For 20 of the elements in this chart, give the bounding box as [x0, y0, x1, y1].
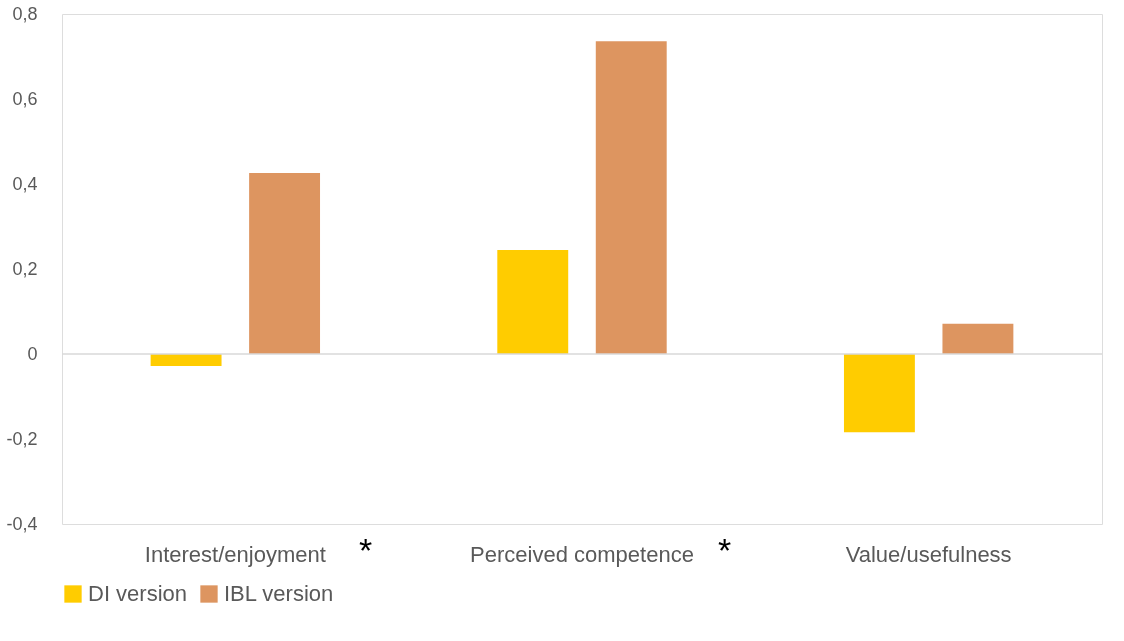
legend-label: IBL version — [224, 581, 334, 606]
x-tick-label: Perceived competence — [470, 541, 694, 567]
bar — [150, 354, 222, 366]
bar — [249, 172, 321, 354]
text: * — [718, 531, 732, 569]
bar — [595, 41, 667, 354]
legend-label: DI version — [88, 581, 188, 606]
bar — [843, 354, 915, 433]
text: * — [358, 531, 373, 569]
y-tick-label: 0 — [27, 343, 38, 364]
y-tick-label: -0,4 — [6, 513, 38, 534]
bar — [497, 249, 569, 354]
x-tick-label: Value/usefulness — [845, 541, 1012, 567]
y-tick-label: 0,2 — [12, 258, 38, 279]
x-tick-label: Interest/enjoyment — [144, 541, 326, 567]
y-tick-label: 0,6 — [12, 88, 38, 109]
y-tick-label: -0,2 — [6, 428, 38, 449]
bar — [942, 323, 1014, 354]
y-tick-label: 0,4 — [12, 173, 38, 194]
y-tick-label: 0,8 — [12, 3, 38, 24]
